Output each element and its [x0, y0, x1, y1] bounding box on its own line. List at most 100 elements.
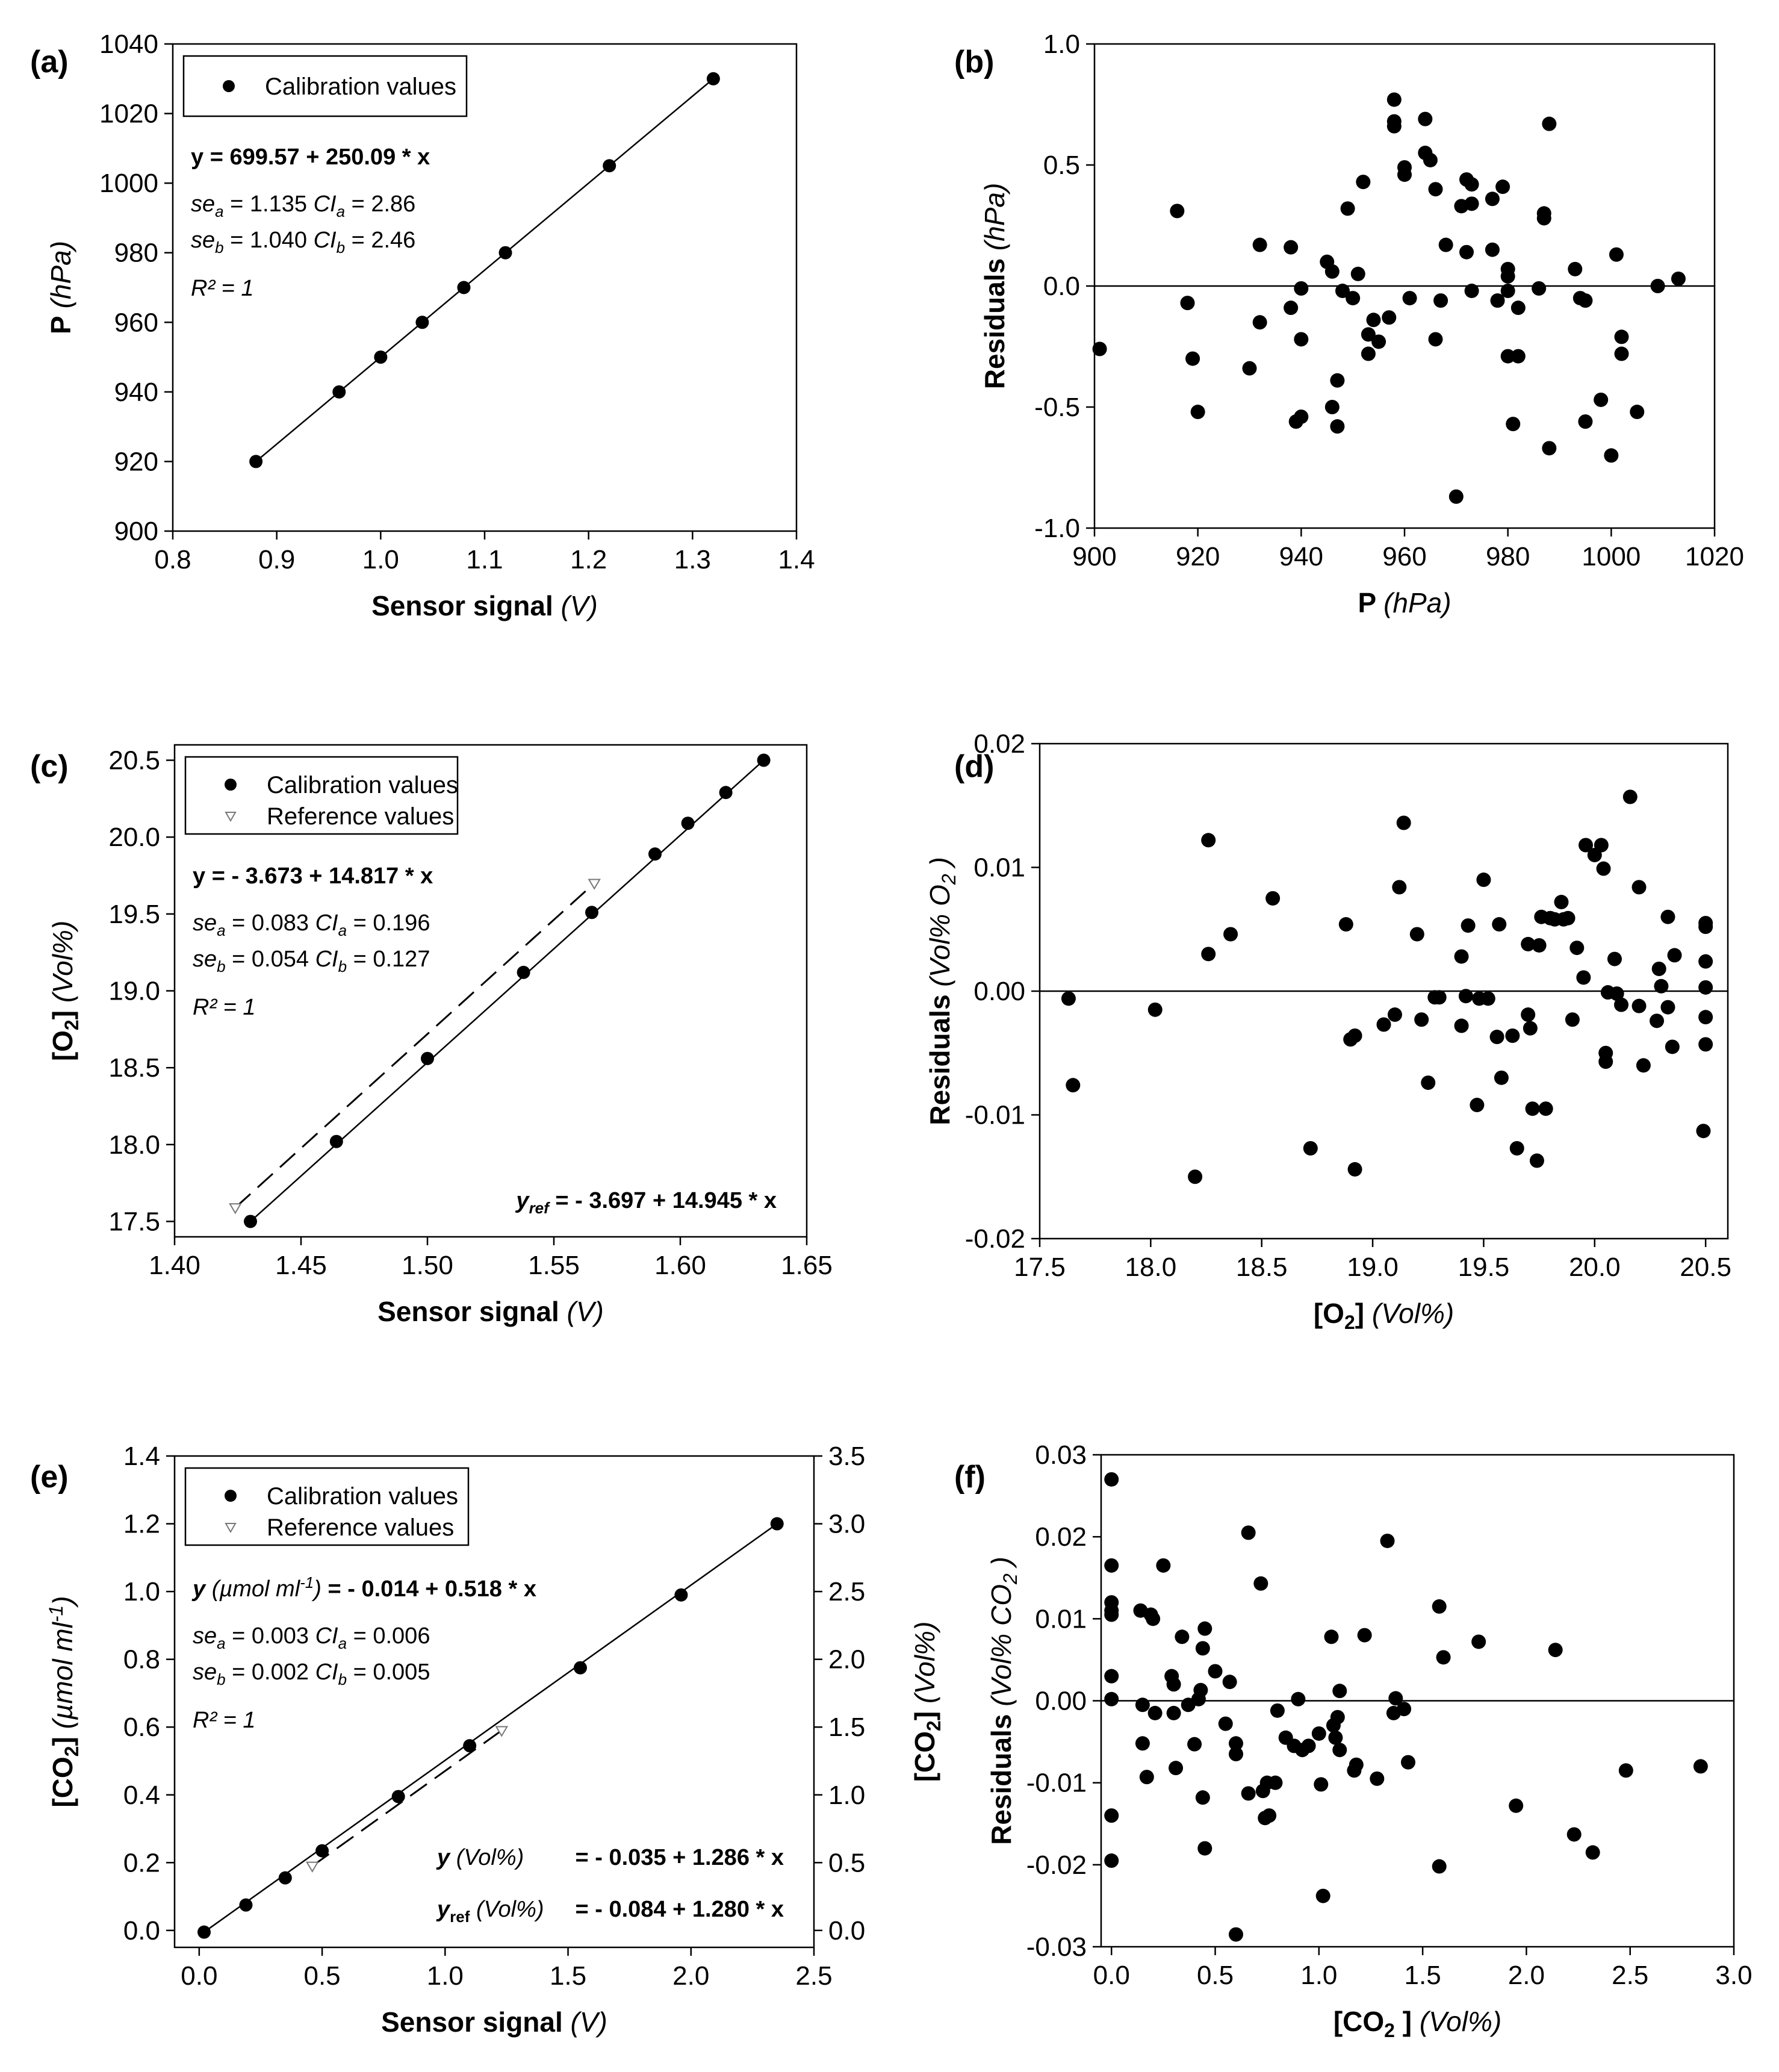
data-point [1414, 1012, 1429, 1027]
data-point [1201, 947, 1216, 962]
panel-label: (a) [30, 45, 69, 79]
data-point [1594, 392, 1609, 407]
data-point [1490, 293, 1505, 308]
data-point [1696, 1124, 1711, 1139]
data-point [1693, 1759, 1708, 1774]
data-point [1175, 1629, 1190, 1644]
data-point [239, 1898, 253, 1912]
data-point [1242, 361, 1257, 376]
data-point [1630, 405, 1645, 420]
data-point [1170, 204, 1185, 219]
y2-tick-label: 0.5 [828, 1848, 865, 1878]
data-point [1228, 1747, 1243, 1762]
data-point [1578, 293, 1593, 308]
data-point [1510, 349, 1526, 364]
data-point [1190, 405, 1205, 420]
data-point [1350, 266, 1365, 281]
data-point [1146, 1611, 1161, 1626]
y-tick-label: 1.2 [123, 1510, 160, 1539]
data-point [1201, 833, 1216, 848]
data-point [1346, 291, 1361, 306]
data-point [1330, 419, 1345, 434]
x-tick-label: 3.0 [1715, 1961, 1752, 1990]
data-point [585, 906, 598, 919]
panel-b: (b) 900 920 940 960 980 1000 1020 -1.0 -0.5 0.0 0.5… [954, 30, 1744, 618]
data-point [1315, 1888, 1330, 1903]
data-point [1423, 152, 1438, 167]
data-point [1607, 951, 1622, 966]
coefficient-stats: sea = 0.083 CIa = 0.196 [193, 910, 430, 939]
reference-point [305, 1861, 319, 1873]
x-tick-label: 1.60 [654, 1251, 706, 1280]
x-tick-label: 940 [1279, 542, 1323, 571]
data-point [1650, 1013, 1665, 1028]
data-point [1357, 1628, 1372, 1643]
panel-label: (f) [954, 1460, 986, 1495]
y-tick-label: 0.0 [123, 1916, 160, 1946]
data-point [391, 1790, 405, 1803]
y-tick-label: -0.01 [1026, 1769, 1087, 1798]
data-point [1147, 1002, 1163, 1017]
volume-equation: y (Vol%) [436, 1845, 524, 1870]
panel-label: (d) [954, 749, 994, 784]
x-tick-label: 20.0 [1569, 1252, 1621, 1282]
data-point [1371, 334, 1386, 349]
data-point [1397, 167, 1412, 182]
legend-box [184, 1467, 470, 1546]
data-point [1284, 240, 1299, 255]
data-point [1328, 1730, 1343, 1745]
data-point [1632, 880, 1647, 895]
data-point [1532, 281, 1547, 296]
y-tick-label: 0.00 [1035, 1687, 1087, 1716]
y-tick-label: 0.02 [973, 729, 1025, 759]
data-point [1654, 978, 1669, 994]
data-point [1500, 349, 1515, 364]
data-point [1314, 1777, 1329, 1792]
data-point [1104, 1607, 1119, 1622]
data-point [1104, 1853, 1119, 1868]
coefficient-stats: seb = 1.040 CIb = 2.46 [191, 228, 415, 257]
data-point [1521, 1007, 1536, 1022]
data-point [1495, 179, 1510, 194]
data-point [1303, 1140, 1318, 1156]
data-point [1418, 111, 1433, 126]
legend: Calibration values Reference values [184, 1467, 470, 1546]
x-tick-label: 20.5 [1680, 1252, 1731, 1282]
data-point [498, 246, 512, 260]
fit-line [255, 78, 714, 462]
x-axis-label: [CO2 ] (Vol%) [1333, 2006, 1501, 2041]
data-point [1618, 1763, 1633, 1778]
data-point [1698, 980, 1713, 995]
regression-equation: y = 699.57 + 250.09 * x [191, 145, 430, 170]
r-squared: R² = 1 [193, 1708, 256, 1733]
legend: Calibration values [182, 55, 468, 117]
x-tick-label: 1.65 [781, 1251, 833, 1280]
data-point [1376, 1017, 1391, 1032]
x-tick-label: 0.5 [303, 1961, 340, 1991]
data-point [1135, 1736, 1150, 1751]
data-point [674, 1588, 688, 1602]
data-point [1188, 1169, 1203, 1184]
data-point [757, 753, 771, 767]
x-tick-label: 1.3 [674, 545, 711, 574]
r-squared: R² = 1 [191, 276, 254, 301]
y-tick-label: 18.0 [108, 1130, 160, 1160]
x-axis-label: Sensor signal (V) [371, 590, 598, 621]
data-point [1510, 300, 1526, 316]
y-tick-label: -1.0 [1034, 514, 1080, 543]
data-point [1523, 1021, 1538, 1036]
data-point [1609, 986, 1624, 1001]
x-tick-label: 900 [1072, 542, 1116, 571]
x-tick-label: 1.5 [1405, 1961, 1441, 1990]
data-point [1579, 838, 1594, 853]
y-tick-label: 0.01 [1035, 1604, 1087, 1634]
y-tick-label: 0.6 [123, 1713, 160, 1742]
reference-equation: yref = - 3.697 + 14.945 * x [515, 1188, 777, 1217]
legend-triangle-icon [225, 1523, 237, 1534]
data-point [1461, 918, 1476, 933]
data-point [1294, 409, 1309, 425]
y-tick-label: 20.0 [108, 823, 160, 852]
x-tick-label: 980 [1486, 542, 1530, 571]
y-tick-label: -0.02 [1026, 1850, 1087, 1880]
